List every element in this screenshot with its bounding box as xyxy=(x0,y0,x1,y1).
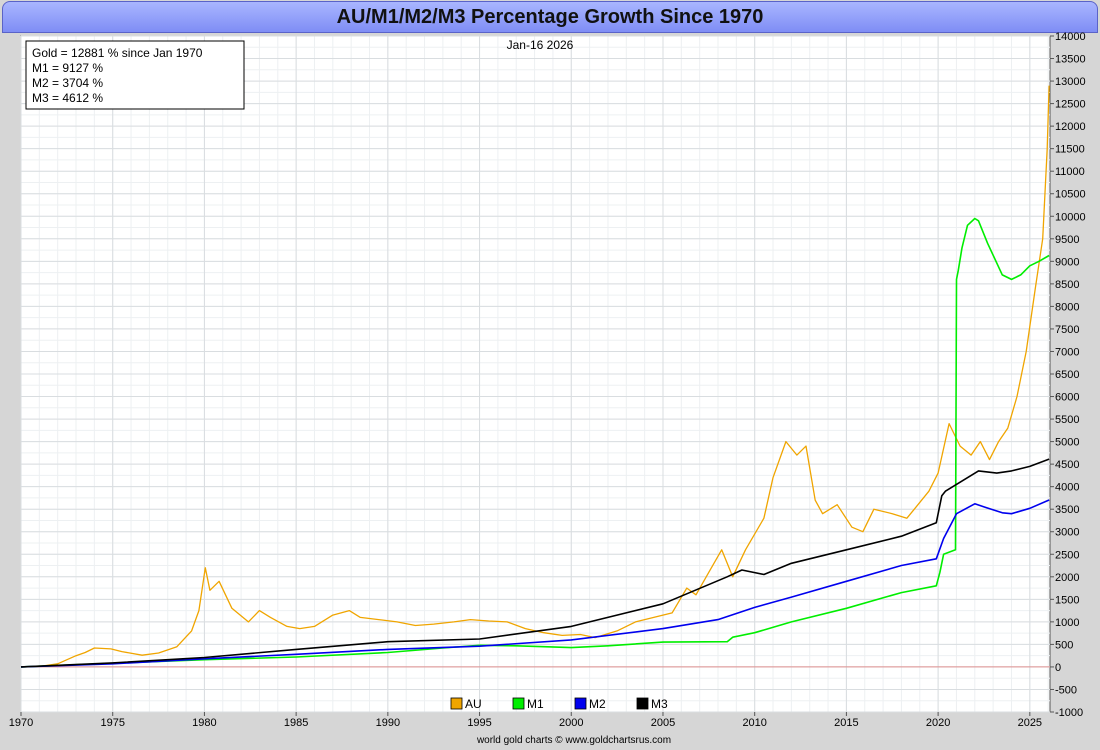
y-tick-label-10500: 10500 xyxy=(1055,189,1086,201)
y-tick-label-12500: 12500 xyxy=(1055,99,1086,111)
y-tick-label-2000: 2000 xyxy=(1055,572,1079,584)
axis-layer: -1000 -500 0 500 1000 1500 2000 2500 3000 3500 400… xyxy=(9,31,1086,729)
y-tick-label-0: 0 xyxy=(1055,662,1061,674)
y-tick-label-6500: 6500 xyxy=(1055,369,1079,381)
x-tick-label-2025: 2025 xyxy=(1018,717,1042,729)
x-tick-label-1975: 1975 xyxy=(100,717,124,729)
x-tick-label-2010: 2010 xyxy=(742,717,766,729)
y-tick-label--500: -500 xyxy=(1055,684,1077,696)
info-m2: M2 = 3704 % xyxy=(32,76,103,90)
y-tick-label-3500: 3500 xyxy=(1055,504,1079,516)
y-tick-label-13500: 13500 xyxy=(1055,54,1086,66)
y-tick-label-2500: 2500 xyxy=(1055,549,1079,561)
y-tick-label-7500: 7500 xyxy=(1055,324,1079,336)
y-tick-label-14000: 14000 xyxy=(1055,31,1086,43)
y-tick-label-11000: 11000 xyxy=(1055,166,1085,178)
x-tick-label-1985: 1985 xyxy=(284,717,308,729)
y-tick-label-3000: 3000 xyxy=(1055,527,1079,539)
y-tick-label-10000: 10000 xyxy=(1055,211,1086,223)
chart-title: AU/M1/M2/M3 Percentage Growth Since 1970 xyxy=(2,1,1098,33)
legend-swatch-au xyxy=(450,697,463,710)
legend-label-au: AU xyxy=(465,697,482,711)
legend-label-m1: M1 xyxy=(527,697,544,711)
y-tick-label-5500: 5500 xyxy=(1055,414,1079,426)
info-gold: Gold = 12881 % since Jan 1970 xyxy=(32,46,203,60)
legend-label-m3: M3 xyxy=(651,697,668,711)
series-au-line xyxy=(20,85,1050,668)
x-tick-label-1995: 1995 xyxy=(467,717,491,729)
x-tick-label-1980: 1980 xyxy=(192,717,216,729)
y-tick-label-13000: 13000 xyxy=(1055,76,1086,88)
credit: world gold charts © www.goldchartsrus.co… xyxy=(476,735,671,746)
legend-swatch-m2 xyxy=(574,697,587,710)
y-tick-label-1500: 1500 xyxy=(1055,594,1079,606)
y-tick-label-4000: 4000 xyxy=(1055,482,1079,494)
info-m3: M3 = 4612 % xyxy=(32,91,103,105)
info-m1: M1 = 9127 % xyxy=(32,61,103,75)
y-tick-label-11500: 11500 xyxy=(1055,144,1085,156)
series-m3-line xyxy=(20,458,1050,668)
y-tick-label-8500: 8500 xyxy=(1055,279,1079,291)
legend: AU M1 M2 M3 xyxy=(450,697,668,711)
y-tick-label-500: 500 xyxy=(1055,639,1073,651)
y-tick-label-5000: 5000 xyxy=(1055,437,1079,449)
legend-swatch-m1 xyxy=(512,697,525,710)
y-tick-label-8000: 8000 xyxy=(1055,301,1079,313)
legend-label-m2: M2 xyxy=(589,697,606,711)
y-tick-label-12000: 12000 xyxy=(1055,121,1086,133)
x-tick-label-2020: 2020 xyxy=(926,717,950,729)
y-tick-label-9500: 9500 xyxy=(1055,234,1079,246)
y-tick-label--1000: -1000 xyxy=(1055,707,1083,719)
legend-swatch-m3 xyxy=(636,697,649,710)
y-tick-label-6000: 6000 xyxy=(1055,392,1079,404)
series-m2-line xyxy=(20,499,1050,668)
y-tick-label-9000: 9000 xyxy=(1055,256,1079,268)
info-box: Gold = 12881 % since Jan 1970 M1 = 9127 … xyxy=(25,40,245,110)
x-tick-label-1970: 1970 xyxy=(9,717,33,729)
x-tick-label-2015: 2015 xyxy=(834,717,858,729)
x-tick-label-2000: 2000 xyxy=(559,717,583,729)
y-tick-label-1000: 1000 xyxy=(1055,617,1079,629)
y-tick-label-4500: 4500 xyxy=(1055,459,1079,471)
y-tick-label-7000: 7000 xyxy=(1055,346,1079,358)
grid xyxy=(20,35,1050,713)
info-box-frame xyxy=(25,40,245,110)
series-layer xyxy=(20,85,1050,668)
x-tick-label-2005: 2005 xyxy=(651,717,675,729)
x-tick-label-1990: 1990 xyxy=(376,717,400,729)
date-label: Jan-16 2026 xyxy=(507,38,574,52)
